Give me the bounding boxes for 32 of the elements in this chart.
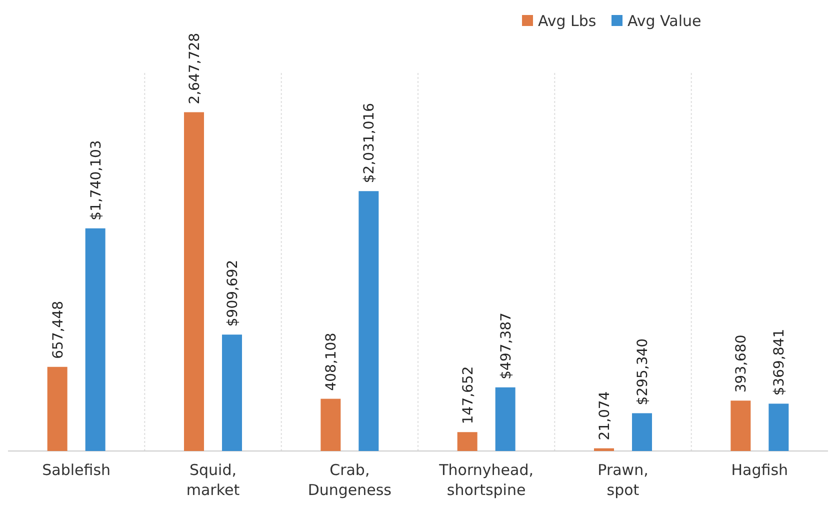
data-label: 408,108 xyxy=(324,332,340,391)
bar xyxy=(457,432,478,451)
bar xyxy=(768,404,789,451)
bar xyxy=(85,228,106,451)
x-tick-label: Sablefish xyxy=(42,461,111,479)
data-label: 147,652 xyxy=(460,366,476,424)
data-label: 657,448 xyxy=(50,300,66,359)
legend-label: Avg Value xyxy=(628,12,702,30)
bar xyxy=(594,448,614,451)
x-tick-label: Hagfish xyxy=(731,461,788,479)
data-label: $295,340 xyxy=(635,338,651,406)
legend-label: Avg Lbs xyxy=(538,12,596,30)
data-label: $909,692 xyxy=(225,260,241,327)
data-label: 21,074 xyxy=(597,391,613,440)
bar xyxy=(47,366,68,451)
bar xyxy=(632,413,652,451)
x-tick-label: Thornyhead, shortspine xyxy=(438,461,534,499)
bar xyxy=(222,334,242,451)
data-label: $369,841 xyxy=(772,328,788,396)
x-tick-label: Squid, market xyxy=(186,461,240,499)
x-tick-label: Prawn, spot xyxy=(598,461,648,499)
data-label: 2,647,728 xyxy=(187,32,203,104)
data-label: $497,387 xyxy=(498,312,514,380)
x-tick-label: Crab, Dungeness xyxy=(308,461,392,499)
bar xyxy=(495,387,516,451)
data-label: $2,031,016 xyxy=(362,102,378,184)
bar xyxy=(358,191,379,451)
bar xyxy=(730,400,751,451)
data-label: 393,680 xyxy=(734,334,750,393)
bar xyxy=(320,398,341,451)
data-label: $1,740,103 xyxy=(88,140,104,220)
bar xyxy=(184,112,204,451)
